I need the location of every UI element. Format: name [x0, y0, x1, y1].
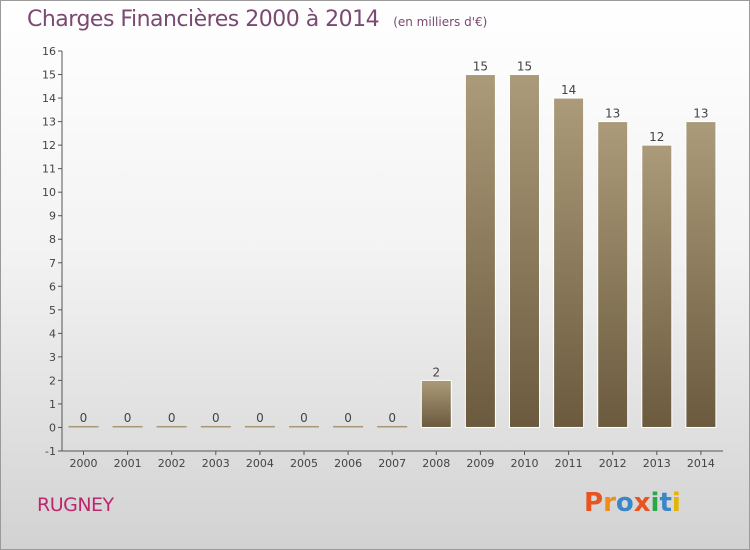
- x-tick-label: 2012: [599, 457, 627, 470]
- data-label: 15: [473, 60, 488, 74]
- logo-letter: t: [659, 488, 672, 518]
- bar: [200, 425, 231, 428]
- bar: [112, 425, 143, 428]
- x-tick-label: 2010: [511, 457, 539, 470]
- data-label: 0: [300, 411, 308, 425]
- logo-letter: P: [584, 488, 604, 518]
- data-label: 0: [344, 411, 352, 425]
- y-tick-label: 6: [49, 280, 56, 293]
- commune-name: RUGNEY: [37, 494, 114, 516]
- bar: [597, 121, 629, 428]
- y-tick-label: 8: [49, 233, 56, 246]
- y-tick-label: 5: [49, 304, 56, 317]
- y-tick-label: 10: [42, 186, 56, 199]
- data-label: 13: [693, 107, 708, 121]
- data-label: 0: [168, 411, 176, 425]
- bar: [156, 425, 187, 428]
- x-tick-label: 2002: [158, 457, 186, 470]
- logo-letter: i: [671, 488, 681, 518]
- x-tick-label: 2014: [687, 457, 715, 470]
- x-tick-label: 2008: [422, 457, 450, 470]
- bar: [685, 121, 717, 428]
- y-tick-label: 14: [42, 92, 56, 105]
- logo-letter: x: [633, 488, 651, 518]
- bar: [420, 379, 452, 428]
- logo-letter: o: [615, 488, 634, 518]
- y-tick-label: 15: [42, 69, 56, 82]
- y-tick-label: -1: [45, 445, 56, 458]
- chart-title: Charges Financières 2000 à 2014: [27, 7, 380, 32]
- data-labels: 0 0 0 0 0 0 0 0 2 15 15 14 13 12 13: [80, 60, 709, 425]
- bars: [68, 74, 717, 428]
- bar: [641, 144, 673, 428]
- x-axis-ticks: 2000 2001 2002 2003 2004 2005 2006 2007 2008 2009…: [70, 451, 715, 470]
- data-label: 0: [388, 411, 396, 425]
- data-label: 0: [80, 411, 88, 425]
- bar: [289, 425, 319, 428]
- y-tick-label: 12: [42, 139, 56, 152]
- data-label: 0: [212, 411, 220, 425]
- y-tick-label: 9: [49, 210, 56, 223]
- bar: [464, 74, 496, 428]
- bar: [68, 425, 99, 428]
- data-label: 0: [256, 411, 264, 425]
- bar: [509, 74, 540, 428]
- x-tick-label: 2011: [555, 457, 583, 470]
- data-label: 12: [649, 130, 664, 144]
- x-tick-label: 2001: [114, 457, 142, 470]
- bar: [553, 97, 585, 428]
- y-tick-label: 3: [49, 351, 56, 364]
- x-tick-label: 2003: [202, 457, 230, 470]
- chart-subtitle: (en milliers d'€): [393, 15, 488, 29]
- y-tick-label: 0: [49, 421, 56, 434]
- logo-letter: i: [650, 488, 660, 518]
- bar: [333, 425, 364, 428]
- proxiti-logo: Proxiti: [584, 488, 681, 518]
- x-tick-label: 2006: [334, 457, 362, 470]
- y-tick-label: 2: [49, 374, 56, 387]
- x-tick-label: 2000: [70, 457, 98, 470]
- logo-letter: r: [603, 488, 616, 518]
- bar: [377, 425, 408, 428]
- x-tick-label: 2009: [466, 457, 494, 470]
- x-tick-label: 2004: [246, 457, 274, 470]
- y-tick-label: 16: [42, 45, 56, 58]
- y-tick-label: 4: [49, 327, 56, 340]
- y-tick-label: 1: [49, 398, 56, 411]
- data-label: 0: [124, 411, 132, 425]
- bar: [244, 425, 275, 428]
- y-tick-label: 11: [42, 163, 56, 176]
- x-tick-label: 2013: [643, 457, 671, 470]
- data-label: 2: [432, 365, 440, 379]
- x-tick-label: 2005: [290, 457, 318, 470]
- data-label: 15: [517, 60, 532, 74]
- y-tick-label: 7: [49, 257, 56, 270]
- data-label: 14: [561, 83, 576, 97]
- y-tick-label: 13: [42, 116, 56, 129]
- data-label: 13: [605, 107, 620, 121]
- title-row: Charges Financières 2000 à 2014 (en milli…: [27, 7, 487, 32]
- x-tick-label: 2007: [378, 457, 406, 470]
